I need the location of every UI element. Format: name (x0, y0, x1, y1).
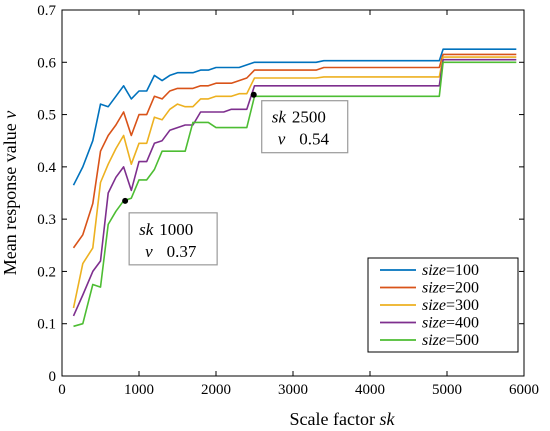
y-tick-label: 0.7 (37, 3, 56, 19)
x-tick-label: 3000 (278, 382, 308, 398)
annotation-box (261, 100, 349, 154)
y-tick-label: 0.2 (37, 264, 56, 280)
y-tick-label: 0.1 (37, 317, 56, 333)
y-tick-label: 0 (49, 369, 57, 385)
legend-label: size=100 (422, 262, 479, 279)
annotation-marker (250, 91, 257, 98)
series-line-3 (72, 56, 517, 309)
x-tick-label: 4000 (355, 382, 385, 398)
series-line-5 (73, 61, 517, 328)
annotation-2: sk 2500 v 0.54 (250, 91, 349, 154)
series-line-1 (72, 48, 517, 186)
series-line-2 (72, 53, 517, 249)
y-tick-label: 0.6 (37, 55, 56, 71)
annotation-line-2: v 0.37 (145, 242, 197, 261)
annotation-marker (122, 197, 129, 204)
legend-item-4: size=400 (380, 315, 479, 332)
legend-item-2: size=200 (380, 280, 479, 297)
annotation-line-2: v 0.54 (278, 130, 330, 149)
y-tick-label: 0.3 (37, 212, 56, 228)
legend-label: size=500 (422, 332, 479, 349)
x-tick-label: 5000 (432, 382, 462, 398)
annotation-line-1: sk 2500 (272, 108, 326, 127)
annotation-line-1: sk 1000 (139, 220, 193, 239)
x-tick-label: 2000 (201, 382, 231, 398)
axis-ticks: 0 1000 2000 3000 4000 5000 6000 0 0.1 0.2 0.3 0.4 0.… (37, 3, 539, 398)
series-lines (72, 48, 517, 328)
y-tick-label: 0.4 (37, 160, 56, 176)
annotation-1: sk 1000 v 0.37 (122, 197, 218, 266)
annotation-box (128, 212, 218, 266)
data-annotations: sk 1000 v 0.37 sk 2500 v 0.54 (122, 91, 349, 266)
legend-item-5: size=500 (380, 332, 479, 349)
x-tick-label: 0 (58, 382, 66, 398)
legend-label: size=400 (422, 315, 479, 332)
legend-item-1: size=100 (380, 262, 479, 279)
legend-label: size=300 (422, 297, 479, 314)
x-tick-label: 1000 (124, 382, 154, 398)
x-tick-label: 6000 (509, 382, 539, 398)
y-axis-title: Mean response value v (0, 111, 20, 275)
y-tick-label: 0.5 (37, 108, 56, 124)
series-line-4 (72, 58, 517, 317)
x-axis-title: Scale factor sk (290, 409, 396, 429)
legend-item-3: size=300 (380, 297, 479, 314)
legend-label: size=200 (422, 280, 479, 297)
